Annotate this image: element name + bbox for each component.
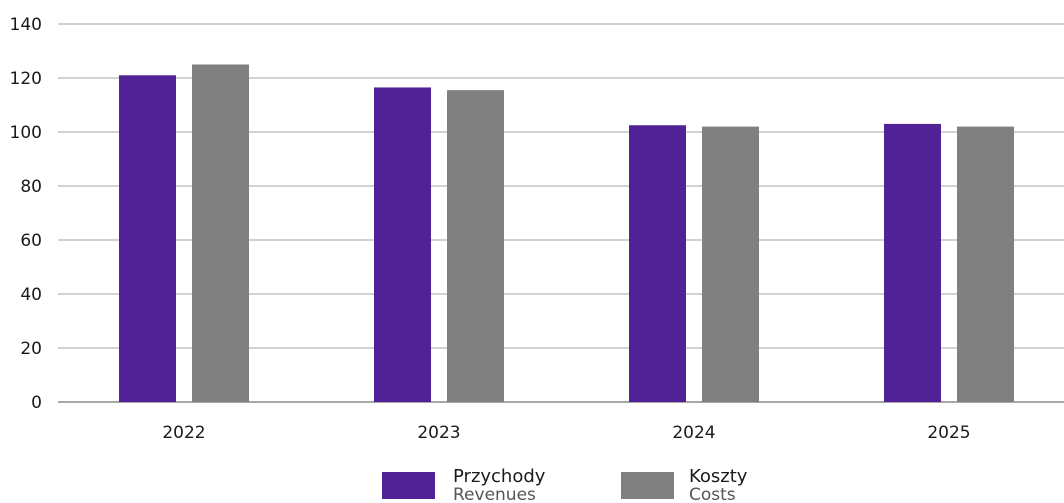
bar-przychody-2022: [119, 75, 176, 403]
x-axis-tick-labels: 2022 2023 2024 2025: [162, 423, 970, 443]
bar-koszty-2023: [447, 90, 504, 403]
legend-label-przychody: Przychody: [453, 466, 546, 487]
legend-label-koszty: Koszty: [689, 466, 748, 487]
bar-przychody-2024: [629, 125, 686, 402]
x-tick-label-2025: 2025: [927, 423, 970, 443]
x-tick-label-2023: 2023: [417, 423, 460, 443]
y-tick-label-100: 100: [10, 123, 42, 143]
bar-koszty-2024: [702, 126, 759, 402]
bar-koszty-2025: [957, 126, 1014, 402]
legend-label-en-przychody: Revenues: [453, 485, 536, 503]
y-tick-label-120: 120: [10, 69, 42, 89]
bar-przychody-2025: [884, 123, 941, 403]
y-axis-tick-labels: 0 20 40 60 80 100 120 140: [10, 15, 42, 413]
legend-swatch-przychody: [382, 472, 435, 499]
x-tick-label-2022: 2022: [162, 423, 205, 443]
bar-koszty-2022: [192, 64, 249, 402]
y-tick-label-0: 0: [31, 393, 42, 413]
y-tick-label-20: 20: [20, 339, 42, 359]
y-tick-label-60: 60: [20, 231, 42, 251]
y-tick-label-140: 140: [10, 15, 42, 35]
legend-label-en-koszty: Costs: [689, 485, 736, 503]
legend-swatch-koszty: [621, 472, 674, 499]
y-tick-label-40: 40: [20, 285, 42, 305]
y-tick-label-80: 80: [20, 177, 42, 197]
bars: [119, 64, 1014, 403]
bar-przychody-2023: [374, 87, 431, 402]
x-tick-label-2024: 2024: [672, 423, 715, 443]
